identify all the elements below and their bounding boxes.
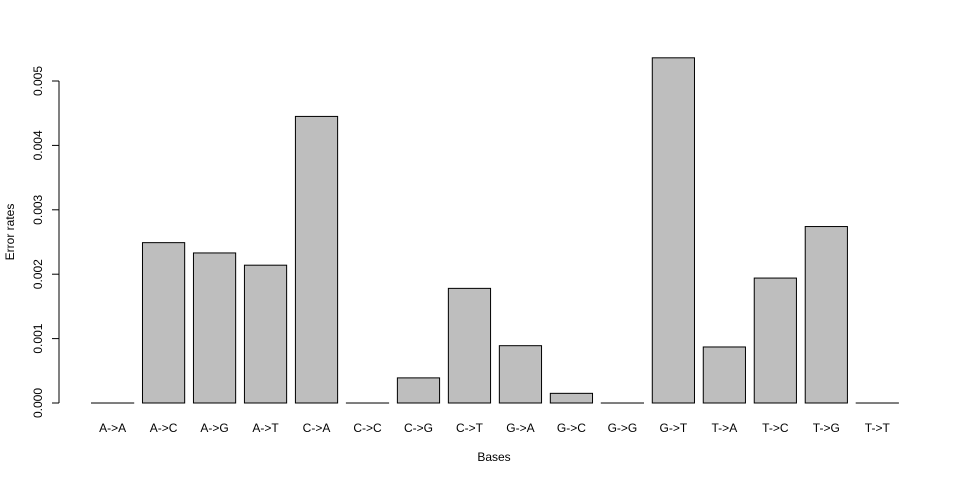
bar-G-to-T — [651, 57, 695, 404]
y-axis: 0.000 0.001 0.002 0.003 0.004 0.005 — [31, 66, 60, 418]
x-tick-label: G->T — [660, 421, 688, 435]
x-tick-label: A->G — [200, 421, 228, 435]
x-tick-label: C->G — [404, 421, 433, 435]
x-tick-label: A->T — [252, 421, 279, 435]
y-tick-label: 0.001 — [31, 323, 45, 353]
bar-C-to-G — [396, 377, 441, 404]
bar-T-to-A — [702, 346, 746, 404]
y-tick-label: 0.003 — [31, 194, 45, 224]
x-axis-tick-labels: A->A A->C A->G A->T C->A C->C C->G C->T G->A G->C… — [99, 421, 890, 435]
bar-C-to-T — [447, 287, 492, 404]
x-tick-label: G->A — [506, 421, 534, 435]
y-tick-label: 0.002 — [31, 259, 45, 289]
x-tick-label: A->A — [99, 421, 126, 435]
x-tick-label: T->A — [712, 421, 738, 435]
x-tick-label: A->C — [150, 421, 178, 435]
x-axis-title: Bases — [477, 450, 510, 464]
x-tick-label: G->G — [608, 421, 638, 435]
y-tick-label: 0.000 — [31, 388, 45, 418]
bar-A-to-C — [141, 242, 186, 404]
x-tick-label: T->G — [813, 421, 840, 435]
y-tick-label: 0.004 — [31, 130, 45, 160]
x-tick-label: C->A — [303, 421, 331, 435]
x-tick-label: T->T — [865, 421, 891, 435]
x-tick-label: C->T — [456, 421, 484, 435]
y-tick-label: 0.005 — [31, 66, 45, 96]
bar-G-to-C — [549, 392, 594, 404]
bar-T-to-C — [753, 277, 797, 404]
y-axis-title: Error rates — [3, 204, 17, 261]
bar-C-to-A — [294, 115, 339, 404]
bar-A-to-T — [243, 264, 288, 404]
bar-A-to-G — [192, 252, 237, 404]
bars-group — [91, 57, 899, 404]
x-tick-label: T->C — [762, 421, 789, 435]
x-tick-label: C->C — [353, 421, 382, 435]
bar-G-to-A — [498, 345, 543, 404]
x-tick-label: G->C — [557, 421, 586, 435]
bar-T-to-G — [804, 226, 848, 404]
